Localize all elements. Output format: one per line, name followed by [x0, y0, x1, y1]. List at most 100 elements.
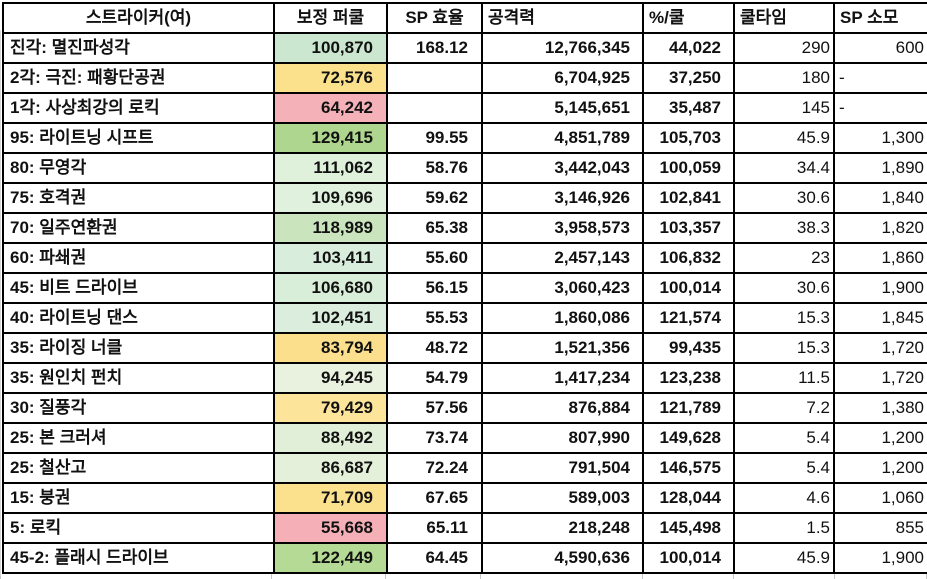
skill-name-cell[interactable]: 5: 로킥 — [2, 512, 275, 544]
attack-power-cell[interactable]: 589,003 — [481, 482, 644, 514]
skill-name-cell[interactable]: 1각: 사상최강의 로킥 — [2, 92, 275, 124]
sp-cost-cell[interactable]: 1,200 — [833, 422, 927, 454]
header-adjusted-percool[interactable]: 보정 퍼쿨 — [273, 2, 388, 34]
header-sp-cost[interactable]: SP 소모 — [833, 2, 927, 34]
cooldown-cell[interactable]: 15.3 — [733, 302, 835, 334]
sp-efficiency-cell[interactable]: 56.15 — [386, 272, 483, 304]
cooldown-cell[interactable]: 34.4 — [733, 152, 835, 184]
skill-name-cell[interactable]: 45-2: 플래시 드라이브 — [2, 542, 275, 574]
attack-power-cell[interactable]: 3,958,573 — [481, 212, 644, 244]
cooldown-cell[interactable]: 5.4 — [733, 422, 835, 454]
adjusted-percool-cell[interactable]: 86,687 — [273, 452, 388, 484]
pct-per-cool-cell[interactable]: 145,498 — [642, 512, 735, 544]
attack-power-cell[interactable]: 1,521,356 — [481, 332, 644, 364]
skill-name-cell[interactable]: 35: 원인치 펀치 — [2, 362, 275, 394]
pct-per-cool-cell[interactable]: 44,022 — [642, 32, 735, 64]
sp-cost-cell[interactable]: 1,820 — [833, 212, 927, 244]
adjusted-percool-cell[interactable]: 103,411 — [273, 242, 388, 274]
sp-cost-cell[interactable]: 1,860 — [833, 242, 927, 274]
skill-name-cell[interactable]: 40: 라이트닝 댄스 — [2, 302, 275, 334]
attack-power-cell[interactable]: 807,990 — [481, 422, 644, 454]
sp-cost-cell[interactable]: 855 — [833, 512, 927, 544]
cooldown-cell[interactable]: 15.3 — [733, 332, 835, 364]
cooldown-cell[interactable]: 4.6 — [733, 482, 835, 514]
attack-power-cell[interactable]: 1,417,234 — [481, 362, 644, 394]
adjusted-percool-cell[interactable]: 72,576 — [273, 62, 388, 94]
attack-power-cell[interactable]: 218,248 — [481, 512, 644, 544]
cooldown-cell[interactable]: 7.2 — [733, 392, 835, 424]
sp-efficiency-cell[interactable]: 58.76 — [386, 152, 483, 184]
skill-name-cell[interactable]: 45: 비트 드라이브 — [2, 272, 275, 304]
adjusted-percool-cell[interactable]: 79,429 — [273, 392, 388, 424]
pct-per-cool-cell[interactable]: 128,044 — [642, 482, 735, 514]
adjusted-percool-cell[interactable]: 88,492 — [273, 422, 388, 454]
attack-power-cell[interactable]: 5,145,651 — [481, 92, 644, 124]
pct-per-cool-cell[interactable]: 100,014 — [642, 542, 735, 574]
header-cooldown[interactable]: 쿨타임 — [733, 2, 835, 34]
adjusted-percool-cell[interactable]: 122,449 — [273, 542, 388, 574]
cooldown-cell[interactable]: 11.5 — [733, 362, 835, 394]
skill-name-cell[interactable]: 75: 호격권 — [2, 182, 275, 214]
attack-power-cell[interactable]: 1,860,086 — [481, 302, 644, 334]
sp-cost-cell[interactable]: 1,380 — [833, 392, 927, 424]
adjusted-percool-cell[interactable]: 83,794 — [273, 332, 388, 364]
pct-per-cool-cell[interactable]: 146,575 — [642, 452, 735, 484]
sp-cost-cell[interactable]: - — [833, 92, 927, 124]
skill-name-cell[interactable]: 2각: 극진: 패황단공권 — [2, 62, 275, 94]
pct-per-cool-cell[interactable]: 123,238 — [642, 362, 735, 394]
adjusted-percool-cell[interactable]: 111,062 — [273, 152, 388, 184]
pct-per-cool-cell[interactable]: 35,487 — [642, 92, 735, 124]
pct-per-cool-cell[interactable]: 121,574 — [642, 302, 735, 334]
skill-name-cell[interactable]: 진각: 멸진파성각 — [2, 32, 275, 64]
pct-per-cool-cell[interactable]: 100,014 — [642, 272, 735, 304]
sp-efficiency-cell[interactable]: 73.74 — [386, 422, 483, 454]
sp-cost-cell[interactable]: 1,845 — [833, 302, 927, 334]
attack-power-cell[interactable]: 876,884 — [481, 392, 644, 424]
sp-efficiency-cell[interactable]: 67.65 — [386, 482, 483, 514]
pct-per-cool-cell[interactable]: 149,628 — [642, 422, 735, 454]
cooldown-cell[interactable]: 1.5 — [733, 512, 835, 544]
attack-power-cell[interactable]: 3,442,043 — [481, 152, 644, 184]
sp-cost-cell[interactable]: 1,890 — [833, 152, 927, 184]
cooldown-cell[interactable]: 45.9 — [733, 122, 835, 154]
adjusted-percool-cell[interactable]: 55,668 — [273, 512, 388, 544]
sp-cost-cell[interactable]: 1,300 — [833, 122, 927, 154]
sp-efficiency-cell[interactable]: 54.79 — [386, 362, 483, 394]
attack-power-cell[interactable]: 3,060,423 — [481, 272, 644, 304]
adjusted-percool-cell[interactable]: 129,415 — [273, 122, 388, 154]
cooldown-cell[interactable]: 23 — [733, 242, 835, 274]
cooldown-cell[interactable]: 45.9 — [733, 542, 835, 574]
attack-power-cell[interactable]: 4,590,636 — [481, 542, 644, 574]
skill-name-cell[interactable]: 80: 무영각 — [2, 152, 275, 184]
sp-efficiency-cell[interactable] — [386, 92, 483, 124]
pct-per-cool-cell[interactable]: 105,703 — [642, 122, 735, 154]
attack-power-cell[interactable]: 791,504 — [481, 452, 644, 484]
skill-name-cell[interactable]: 30: 질풍각 — [2, 392, 275, 424]
cooldown-cell[interactable]: 5.4 — [733, 452, 835, 484]
attack-power-cell[interactable]: 4,851,789 — [481, 122, 644, 154]
sp-cost-cell[interactable]: 1,720 — [833, 332, 927, 364]
adjusted-percool-cell[interactable]: 102,451 — [273, 302, 388, 334]
header-attack-power[interactable]: 공격력 — [481, 2, 644, 34]
sp-cost-cell[interactable]: 1,900 — [833, 272, 927, 304]
sp-efficiency-cell[interactable]: 64.45 — [386, 542, 483, 574]
adjusted-percool-cell[interactable]: 100,870 — [273, 32, 388, 64]
sp-efficiency-cell[interactable] — [386, 62, 483, 94]
sp-cost-cell[interactable]: - — [833, 62, 927, 94]
skill-name-cell[interactable]: 25: 철산고 — [2, 452, 275, 484]
adjusted-percool-cell[interactable]: 64,242 — [273, 92, 388, 124]
adjusted-percool-cell[interactable]: 118,989 — [273, 212, 388, 244]
cooldown-cell[interactable]: 290 — [733, 32, 835, 64]
cooldown-cell[interactable]: 145 — [733, 92, 835, 124]
sp-cost-cell[interactable]: 600 — [833, 32, 927, 64]
sp-efficiency-cell[interactable]: 65.38 — [386, 212, 483, 244]
cooldown-cell[interactable]: 180 — [733, 62, 835, 94]
attack-power-cell[interactable]: 3,146,926 — [481, 182, 644, 214]
pct-per-cool-cell[interactable]: 37,250 — [642, 62, 735, 94]
cooldown-cell[interactable]: 30.6 — [733, 272, 835, 304]
pct-per-cool-cell[interactable]: 100,059 — [642, 152, 735, 184]
sp-efficiency-cell[interactable]: 72.24 — [386, 452, 483, 484]
skill-name-cell[interactable]: 35: 라이징 너클 — [2, 332, 275, 364]
sp-efficiency-cell[interactable]: 65.11 — [386, 512, 483, 544]
pct-per-cool-cell[interactable]: 103,357 — [642, 212, 735, 244]
